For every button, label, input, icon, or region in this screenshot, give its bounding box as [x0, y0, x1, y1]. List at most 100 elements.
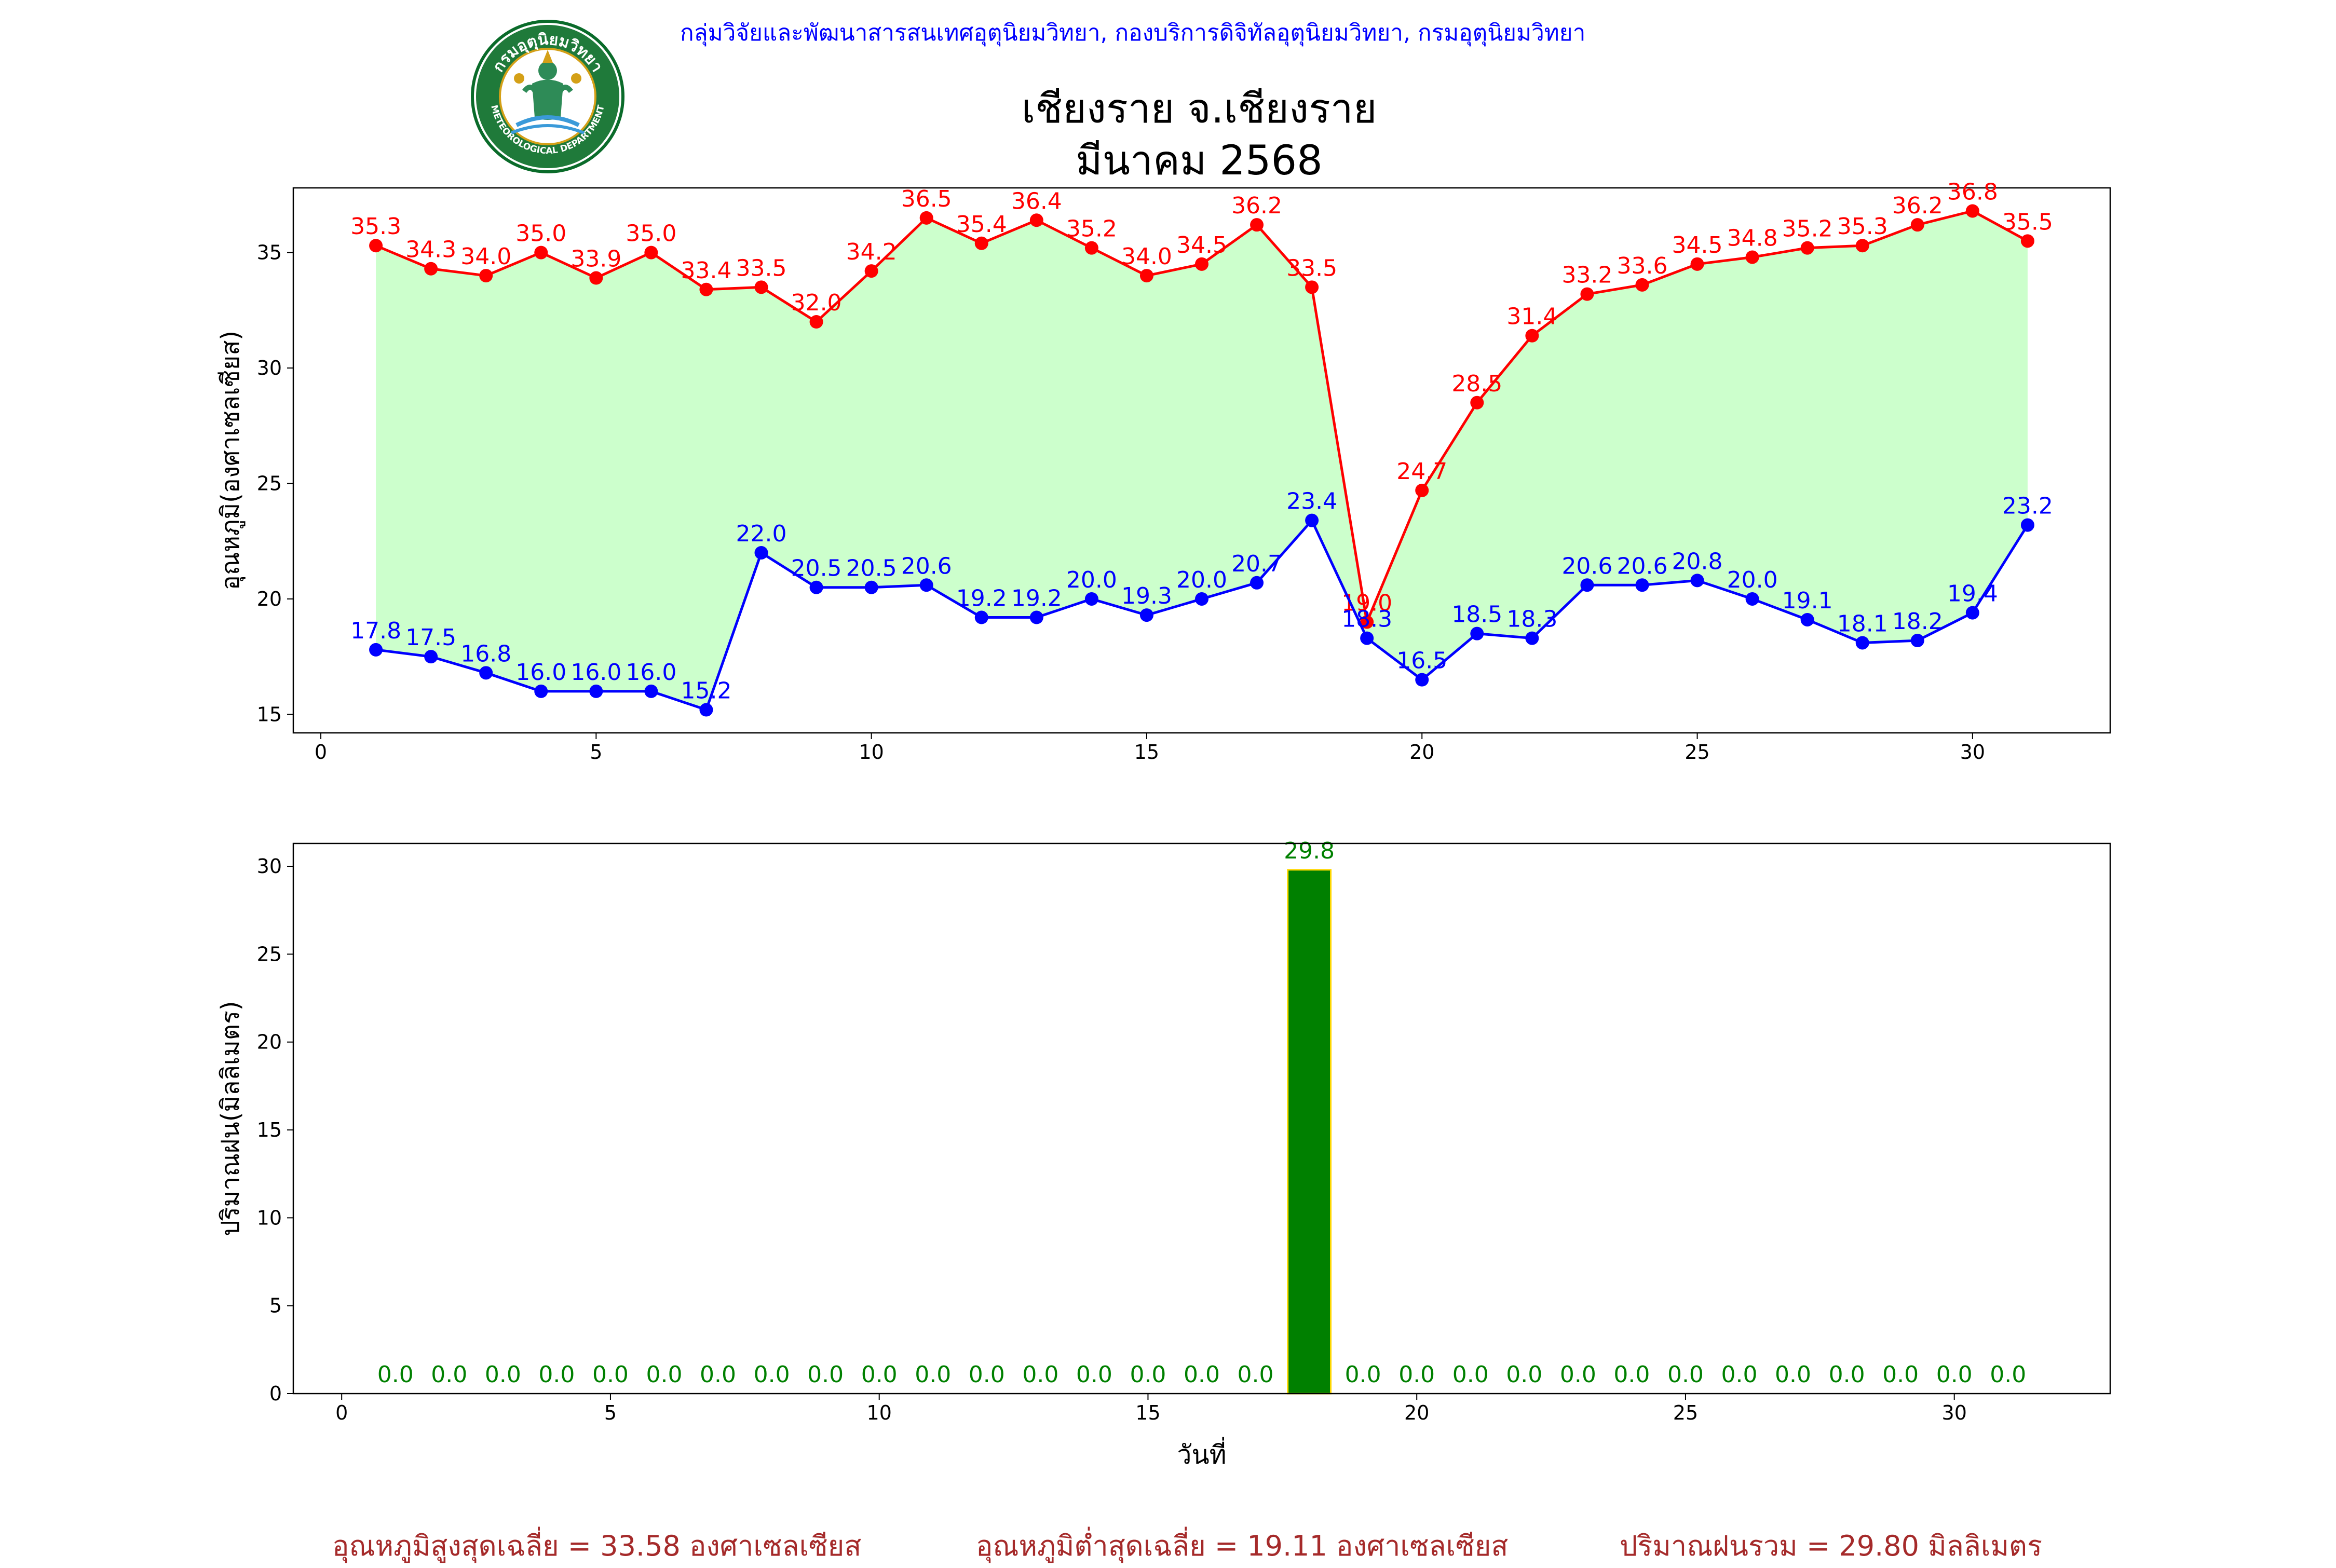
rain-data-label: 0.0	[592, 1361, 629, 1388]
rain-xtick-label: 20	[1404, 1401, 1429, 1424]
max-temp-point	[1800, 241, 1814, 255]
max-temp-data-label: 33.5	[1286, 255, 1337, 281]
rain-data-label: 0.0	[538, 1361, 575, 1388]
rain-xtick-label: 30	[1942, 1401, 1967, 1424]
max-temp-point	[1139, 269, 1153, 283]
min-temp-data-label: 16.0	[626, 659, 676, 686]
rain-data-label: 0.0	[1560, 1361, 1596, 1388]
summary-bar: อุณหภูมิสูงสุดเฉลี่ย = 33.58 องศาเซลเซีย…	[0, 1523, 2336, 1565]
min-temp-data-label: 19.1	[1782, 588, 1833, 614]
min-temp-data-label: 18.5	[1451, 602, 1502, 628]
temp-ytick-label: 30	[257, 357, 282, 379]
max-temp-point	[1470, 396, 1484, 410]
min-temp-data-label: 18.1	[1837, 610, 1888, 637]
max-temp-data-label: 28.5	[1451, 371, 1502, 397]
department-header: กลุ่มวิจัยและพัฒนาสารสนเทศอุตุนิยมวิทยา,…	[680, 20, 1586, 46]
min-temp-data-label: 22.0	[736, 521, 787, 547]
min-temp-point	[1360, 631, 1374, 645]
temp-ytick-label: 15	[257, 703, 282, 726]
rain-data-label: 0.0	[485, 1361, 521, 1388]
min-temp-point	[1084, 592, 1098, 606]
department-logo-icon: กรมอุตุนิยมวิทยา METEOROLOGICAL DEPARTME…	[471, 20, 624, 173]
rain-data-label: 0.0	[1130, 1361, 1166, 1388]
rain-data-label: 0.0	[1506, 1361, 1542, 1388]
min-temp-data-label: 19.4	[1947, 581, 1998, 607]
temp-xtick-label: 20	[1409, 741, 1434, 763]
rain-ytick-label: 15	[257, 1119, 282, 1141]
rain-xtick-label: 10	[867, 1401, 892, 1424]
max-temp-point	[1525, 329, 1539, 343]
temp-xtick-label: 30	[1960, 741, 1985, 763]
max-temp-point	[919, 211, 933, 225]
max-temp-point	[1084, 241, 1098, 255]
min-temp-point	[1305, 513, 1319, 527]
max-temp-point	[1745, 250, 1759, 264]
chart-title-station: เชียงราย จ.เชียงราย	[1021, 86, 1377, 132]
max-temp-point	[1415, 483, 1429, 497]
rain-xtick-label: 0	[335, 1401, 348, 1424]
max-temp-data-label: 34.2	[846, 239, 897, 265]
min-temp-point	[1635, 578, 1649, 592]
min-temp-data-label: 19.2	[1011, 585, 1062, 612]
min-temp-point	[1250, 576, 1264, 590]
rain-data-label: 0.0	[1452, 1361, 1489, 1388]
max-temp-point	[974, 236, 988, 250]
min-temp-point	[1965, 606, 1979, 620]
min-temp-point	[589, 684, 603, 698]
max-temp-data-label: 35.4	[956, 211, 1007, 238]
min-temp-point	[1580, 578, 1594, 592]
min-temp-point	[1800, 612, 1814, 626]
min-temp-point	[644, 684, 658, 698]
rainfall-chart: 0 5 10 15 20 25 30 0 5 10 15 20 25 30 0.0 0.0 0.0 0.0 0.0 0…	[216, 838, 2111, 1470]
rain-data-label: 0.0	[1345, 1361, 1381, 1388]
min-temp-point	[1470, 626, 1484, 640]
temp-xtick-label: 25	[1685, 741, 1709, 763]
min-temp-data-label: 19.3	[1121, 583, 1172, 609]
max-temp-data-label: 35.5	[2002, 209, 2053, 235]
summary-total-rain: ปริมาณฝนรวม = 29.80 มิลลิเมตร	[1620, 1530, 2043, 1562]
max-temp-point	[534, 246, 548, 260]
rain-x-axis-label: วันที่	[1177, 1437, 1226, 1470]
min-temp-point	[1029, 610, 1043, 624]
temp-xtick-label: 5	[590, 741, 602, 763]
max-temp-data-label: 33.2	[1561, 262, 1612, 289]
min-temp-point	[1910, 634, 1924, 648]
min-temp-point	[1525, 631, 1539, 645]
min-temp-data-label: 17.5	[405, 624, 456, 651]
summary-avg-min: อุณหภูมิต่ำสุดเฉลี่ย = 19.11 องศาเซลเซีย…	[976, 1530, 1509, 1562]
min-temp-data-label: 20.6	[1561, 553, 1612, 579]
max-temp-point	[864, 264, 878, 278]
rain-xtick-label: 15	[1135, 1401, 1160, 1424]
max-temp-data-label: 33.4	[681, 257, 731, 284]
temp-ytick-label: 35	[257, 241, 282, 264]
max-temp-point	[1250, 218, 1264, 232]
max-temp-data-label: 34.3	[405, 237, 456, 263]
min-temp-data-label: 16.8	[460, 640, 511, 667]
max-temp-point	[644, 246, 658, 260]
min-temp-point	[1745, 592, 1759, 606]
min-temp-point	[809, 580, 823, 594]
max-temp-data-label: 32.0	[791, 290, 842, 316]
rain-data-label: 29.8	[1284, 838, 1335, 864]
max-temp-data-label: 34.8	[1727, 225, 1778, 251]
min-temp-data-label: 20.0	[1176, 567, 1227, 593]
max-temp-data-label: 33.9	[571, 246, 621, 272]
min-temp-data-label: 23.4	[1286, 488, 1337, 515]
max-temp-data-label: 35.2	[1782, 216, 1833, 242]
temp-xtick-label: 10	[859, 741, 884, 763]
temp-y-axis-label: อุณหภูมิ(องศาเซลเซียส)	[216, 331, 246, 590]
min-temp-point	[2020, 518, 2034, 532]
max-temp-data-label: 36.2	[1231, 193, 1282, 219]
min-temp-point	[424, 650, 438, 664]
temp-xtick-label: 15	[1134, 741, 1159, 763]
max-temp-data-label: 31.4	[1506, 304, 1557, 330]
rain-ytick-label: 30	[257, 855, 282, 878]
rain-data-label: 0.0	[1990, 1361, 2026, 1388]
max-temp-point	[699, 282, 713, 296]
rain-ytick-label: 5	[269, 1294, 282, 1317]
min-temp-point	[974, 610, 988, 624]
temp-plot-frame	[292, 187, 2111, 734]
rain-data-label: 0.0	[646, 1361, 683, 1388]
max-temp-data-label: 35.0	[515, 221, 566, 247]
